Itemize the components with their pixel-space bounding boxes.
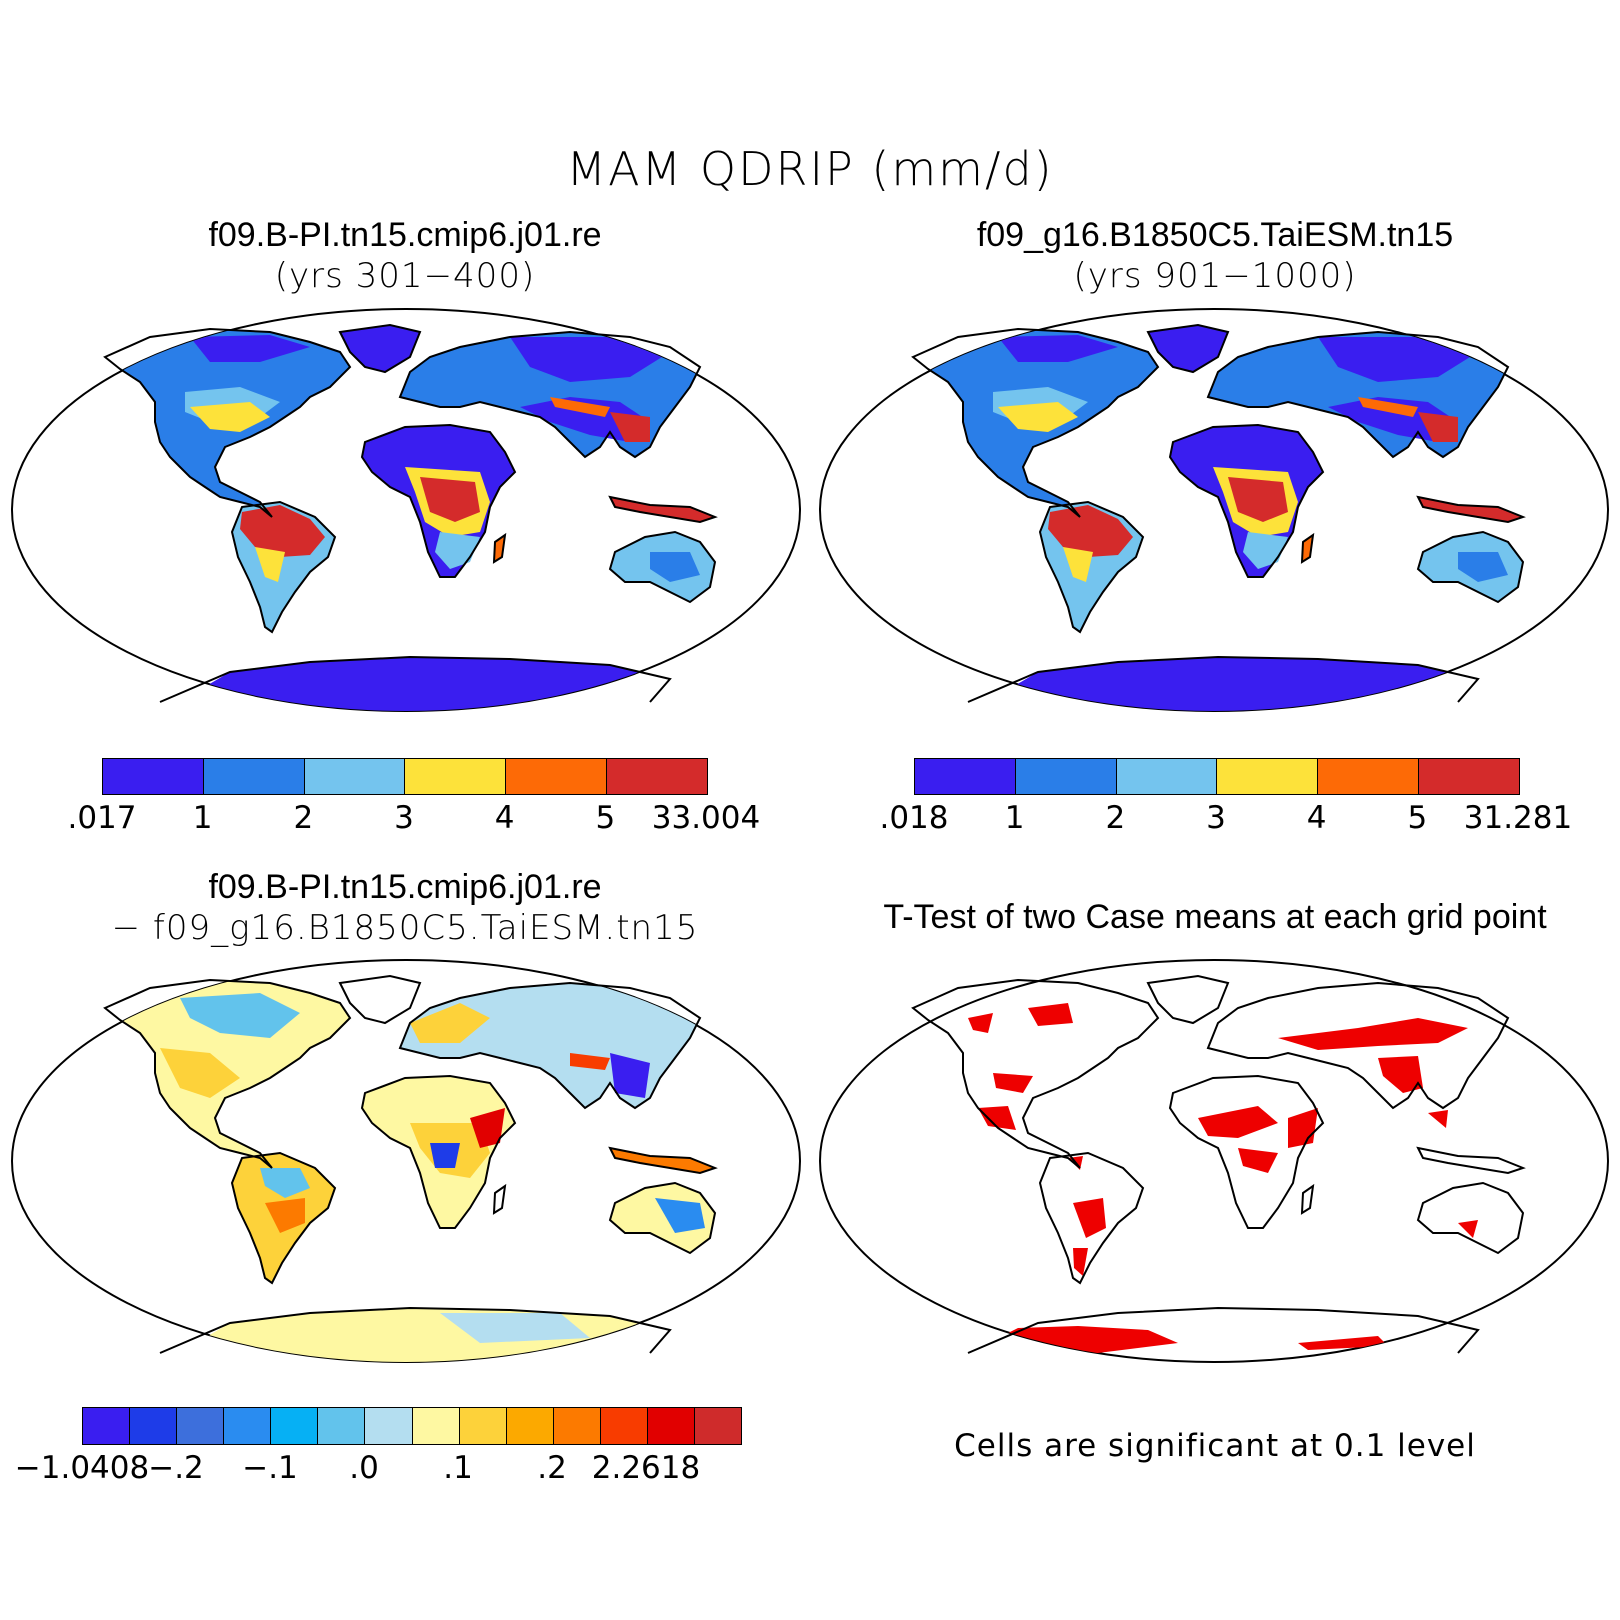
colorbar-label: .017 xyxy=(67,800,137,836)
panel4-title: T-Test of two Case means at each grid po… xyxy=(883,898,1547,936)
colorbar-swatch xyxy=(304,759,406,794)
colorbar-label: 2 xyxy=(1105,800,1126,836)
colorbar-swatch xyxy=(647,1408,696,1444)
colorbar-swatch xyxy=(318,1408,366,1444)
colorbar-swatch xyxy=(365,1408,413,1444)
panel4-map xyxy=(818,958,1610,1364)
panel2-map xyxy=(818,307,1610,713)
colorbar-label: −.2 xyxy=(148,1450,204,1486)
colorbar-swatch xyxy=(459,1408,507,1444)
colorbar-label: 4 xyxy=(1306,800,1327,836)
panel3-title: f09.B-PI.tn15.cmip6.j01.re xyxy=(208,868,602,906)
colorbar-swatch xyxy=(1015,759,1117,794)
panel1-colorbar xyxy=(102,758,708,795)
colorbar-label: 33.004 xyxy=(651,800,761,836)
colorbar-swatch xyxy=(506,759,608,794)
colorbar-swatch xyxy=(412,1408,460,1444)
panel1-subtitle: (yrs 301−400) xyxy=(274,256,536,296)
colorbar-swatch xyxy=(1217,759,1319,794)
colorbar-swatch xyxy=(83,1408,131,1444)
colorbar-label: .1 xyxy=(443,1450,473,1486)
colorbar-label: 31.281 xyxy=(1463,800,1573,836)
panel3-map xyxy=(10,958,802,1364)
colorbar-label: 5 xyxy=(1407,800,1428,836)
colorbar-swatch xyxy=(271,1408,319,1444)
panel3-colorbar xyxy=(82,1407,742,1445)
colorbar-label: 4 xyxy=(494,800,515,836)
colorbar-swatch xyxy=(695,1408,742,1444)
colorbar-swatch xyxy=(130,1408,178,1444)
colorbar-label: −1.0408 xyxy=(14,1450,150,1486)
colorbar-label: .018 xyxy=(879,800,949,836)
colorbar-swatch xyxy=(177,1408,225,1444)
significance-note: Cells are significant at 0.1 level xyxy=(954,1428,1476,1464)
panel2-title: f09_g16.B1850C5.TaiESM.tn15 xyxy=(976,216,1454,254)
colorbar-swatch xyxy=(1318,759,1420,794)
colorbar-swatch xyxy=(506,1408,554,1444)
panel2-subtitle: (yrs 901−1000) xyxy=(1073,256,1357,296)
colorbar-swatch xyxy=(915,759,1016,794)
colorbar-swatch xyxy=(405,759,507,794)
colorbar-label: 3 xyxy=(1206,800,1226,836)
colorbar-swatch xyxy=(600,1408,648,1444)
colorbar-label: .2 xyxy=(537,1450,567,1486)
panel1-title: f09.B-PI.tn15.cmip6.j01.re xyxy=(208,216,602,254)
colorbar-label: −.1 xyxy=(242,1450,298,1486)
colorbar-label: 1 xyxy=(192,800,213,836)
colorbar-swatch xyxy=(103,759,204,794)
colorbar-swatch xyxy=(553,1408,601,1444)
figure-title: MAM QDRIP (mm/d) xyxy=(566,142,1054,196)
colorbar-swatch xyxy=(203,759,305,794)
colorbar-label: 3 xyxy=(394,800,414,836)
colorbar-swatch xyxy=(1116,759,1218,794)
colorbar-swatch xyxy=(607,759,707,794)
colorbar-label: .0 xyxy=(349,1450,379,1486)
colorbar-label: 5 xyxy=(595,800,616,836)
colorbar-label: 2 xyxy=(293,800,314,836)
panel3-subtitle: − f09_g16.B1850C5.TaiESM.tn15 xyxy=(111,908,699,948)
colorbar-label: 1 xyxy=(1004,800,1025,836)
colorbar-label: 2.2618 xyxy=(591,1450,701,1486)
panel2-colorbar xyxy=(914,758,1520,795)
panel1-map xyxy=(10,307,802,713)
colorbar-swatch xyxy=(224,1408,272,1444)
colorbar-swatch xyxy=(1419,759,1519,794)
